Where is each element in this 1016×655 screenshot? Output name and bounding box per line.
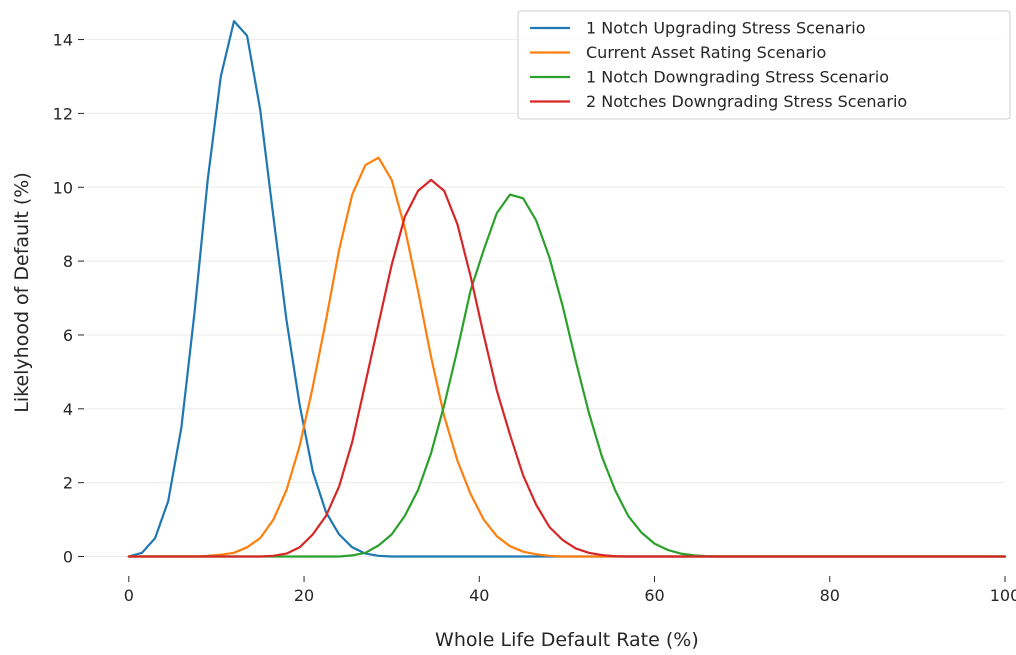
y-tick-label: 4	[63, 400, 73, 419]
legend-label: 1 Notch Downgrading Stress Scenario	[586, 68, 889, 87]
legend-label: 1 Notch Upgrading Stress Scenario	[586, 19, 866, 38]
y-tick-label: 6	[63, 326, 73, 345]
x-tick-label: 80	[820, 586, 840, 605]
x-tick-label: 100	[990, 586, 1016, 605]
y-axis-title: Likelyhood of Default (%)	[11, 172, 33, 413]
x-axis-title: Whole Life Default Rate (%)	[435, 629, 699, 651]
y-axis: 0 2 4 6 8 10 12 14	[53, 31, 84, 567]
series-line-4	[127, 178, 1007, 558]
series-line-3	[127, 193, 1007, 558]
y-tick-label: 2	[63, 474, 73, 493]
x-tick-label: 0	[124, 586, 134, 605]
y-tick-label: 10	[53, 178, 73, 197]
series-line-2	[127, 156, 1007, 558]
y-tick-label: 14	[53, 31, 73, 50]
legend-label: 2 Notches Downgrading Stress Scenario	[586, 92, 907, 111]
legend-frame	[517, 10, 1011, 120]
y-tick-label: 12	[53, 104, 73, 123]
series-lines	[127, 20, 1007, 558]
x-tick-label: 40	[469, 586, 489, 605]
x-axis: 0 20 40 60 80 100	[124, 576, 1016, 605]
legend-label: Current Asset Rating Scenario	[586, 43, 826, 62]
y-tick-label: 8	[63, 252, 73, 271]
x-tick-label: 20	[294, 586, 314, 605]
gridlines	[85, 39, 1005, 558]
legend: 1 Notch Upgrading Stress Scenario Current…	[517, 10, 1011, 120]
y-tick-label: 0	[63, 548, 73, 567]
x-tick-label: 60	[644, 586, 664, 605]
